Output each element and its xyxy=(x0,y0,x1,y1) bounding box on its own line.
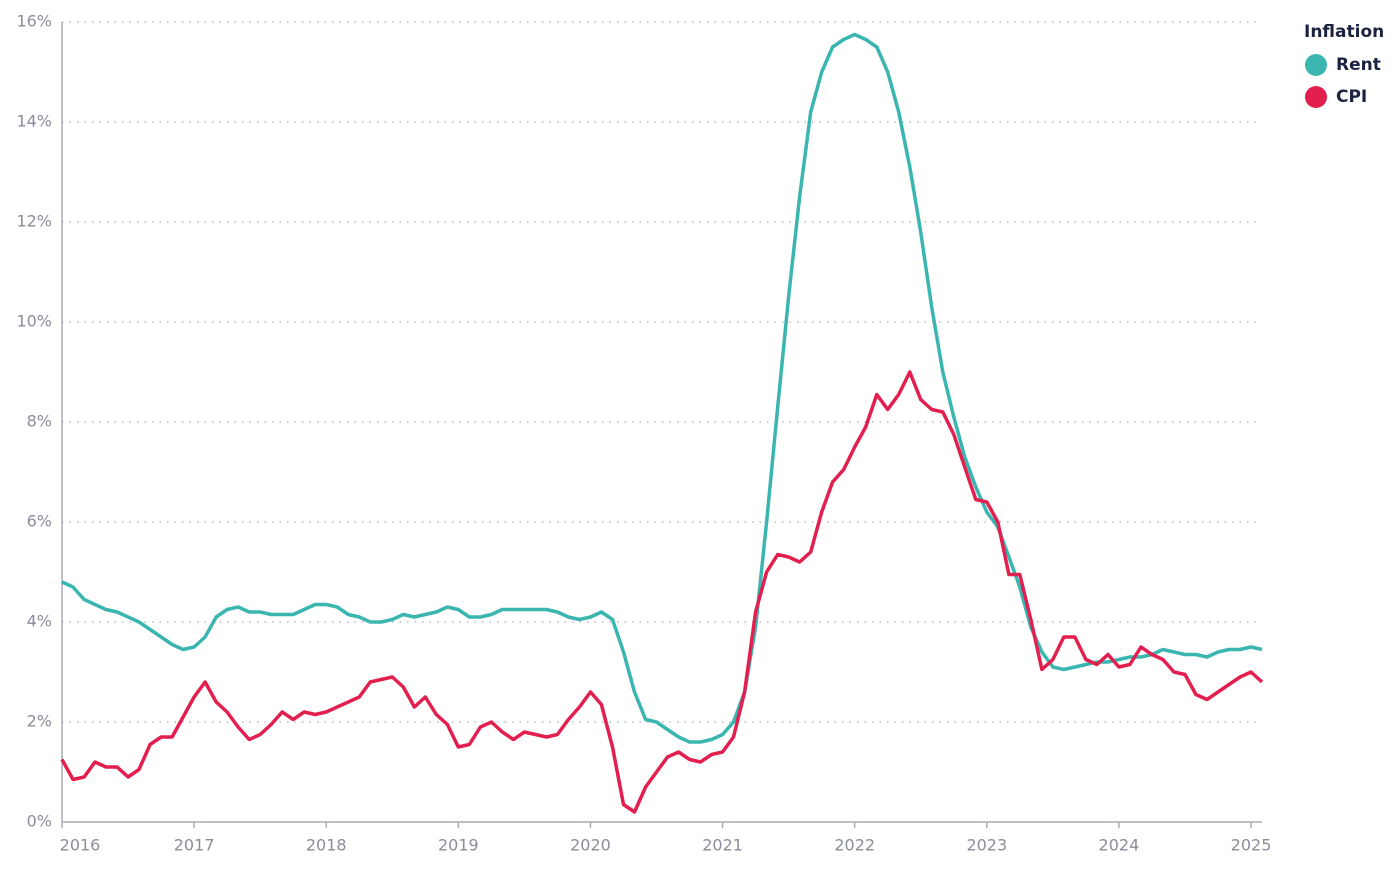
y-tick-label: 2% xyxy=(27,712,52,731)
y-tick-label: 12% xyxy=(16,212,52,231)
x-tick-label: 2022 xyxy=(834,836,875,855)
y-tick-label: 14% xyxy=(16,112,52,131)
legend-title: Inflation xyxy=(1304,22,1384,42)
x-tick-label: 2024 xyxy=(1099,836,1140,855)
y-tick-label: 6% xyxy=(27,512,52,531)
legend-marker xyxy=(1305,54,1327,76)
y-tick-label: 8% xyxy=(27,412,52,431)
legend-label: CPI xyxy=(1336,87,1367,107)
line-series xyxy=(61,32,1263,744)
x-tick-label: 2016 xyxy=(60,836,101,855)
x-tick-label: 2023 xyxy=(966,836,1007,855)
x-tick-label: 2018 xyxy=(306,836,347,855)
y-tick-label: 16% xyxy=(16,12,52,31)
y-tick-label: 4% xyxy=(27,612,52,631)
x-tick-label: 2020 xyxy=(570,836,611,855)
legend-label: Rent xyxy=(1336,55,1381,75)
y-tick-label: 0% xyxy=(27,812,52,831)
x-tick-label: 2019 xyxy=(438,836,479,855)
line-series xyxy=(60,370,1264,814)
y-tick-label: 10% xyxy=(16,312,52,331)
x-tick-label: 2017 xyxy=(174,836,215,855)
legend-marker xyxy=(1305,86,1327,108)
x-tick-label: 2025 xyxy=(1231,836,1272,855)
x-tick-label: 2021 xyxy=(702,836,743,855)
